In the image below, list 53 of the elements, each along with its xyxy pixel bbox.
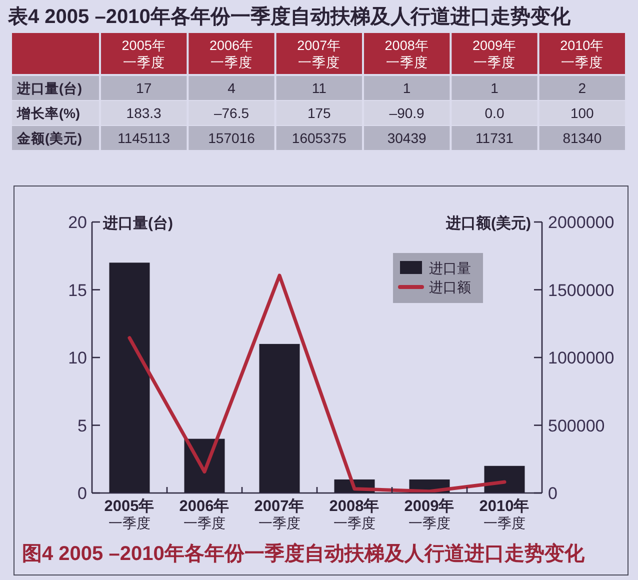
y-axis-title: 进口量(台) <box>102 215 173 232</box>
row-label: 金额(美元) <box>17 131 82 146</box>
x-tick-label: 2006年一季度 <box>179 497 230 531</box>
cell-label: 1 <box>402 80 411 96</box>
x-tick-label: 2008年一季度 <box>329 497 380 531</box>
y2-tick-label: 500000 <box>548 416 605 436</box>
y-tick-label: 20 <box>68 213 87 232</box>
row-label: 进口量(台) <box>17 81 82 96</box>
cell-label: 30439 <box>387 130 426 146</box>
y-tick-label: 15 <box>68 280 87 300</box>
cell-label: –76.5 <box>214 105 250 121</box>
x-tick-label: 2009年一季度 <box>404 497 455 531</box>
column-label: 2009年一季度 <box>472 38 517 70</box>
cell-label: 0.0 <box>484 105 504 121</box>
cell-label: 4 <box>228 80 236 96</box>
column-label: 2008年一季度 <box>384 38 429 70</box>
y2-tick-label: 1500000 <box>548 280 614 300</box>
row-label: 增长率(%) <box>17 106 80 121</box>
cell-label: 183.3 <box>126 105 162 121</box>
column-label: 2006年一季度 <box>209 38 254 70</box>
cell-label: 11731 <box>476 130 514 146</box>
column-label: 2005年一季度 <box>122 38 166 70</box>
cell-label: 2 <box>578 80 586 96</box>
y2-axis-title: 进口额(美元) <box>445 214 531 232</box>
legend-label: 进口额 <box>429 279 471 295</box>
bar <box>109 262 150 493</box>
y-tick-label: 0 <box>78 484 87 503</box>
cell-label: 157016 <box>208 130 255 146</box>
x-tick-label: 2005年一季度 <box>104 497 155 531</box>
cell-label: 81340 <box>562 130 602 146</box>
y2-tick-label: 0 <box>548 484 558 503</box>
chart-title: 表4 2005 –2010年各年份一季度自动扶梯及人行道进口走势变化 <box>7 5 572 28</box>
cell-label: 100 <box>570 105 594 121</box>
x-tick-label: 2010年一季度 <box>479 497 530 531</box>
cell-label: 17 <box>136 80 152 96</box>
cell-label: –90.9 <box>389 105 424 121</box>
line-series <box>128 274 506 494</box>
cell-label: 1145113 <box>118 130 170 146</box>
bar <box>259 344 300 493</box>
bar <box>484 466 525 493</box>
cell-label: 11 <box>312 80 326 96</box>
cell-label: 175 <box>307 105 331 121</box>
x-tick-label: 2007年一季度 <box>254 497 305 531</box>
y2-tick-label: 2000000 <box>548 213 614 232</box>
cell-label: 1 <box>490 80 498 96</box>
text: 图4 2005 –2010年各年份一季度自动扶梯及人行道进口走势变化 <box>22 542 586 565</box>
column-label: 2010年一季度 <box>560 38 604 70</box>
cell-label: 1605375 <box>292 130 346 146</box>
y-tick-label: 5 <box>78 416 87 436</box>
column-label: 2007年一季度 <box>297 38 342 70</box>
legend-label: 进口量 <box>429 260 471 276</box>
y2-tick-label: 1000000 <box>548 348 614 368</box>
y-tick-label: 10 <box>68 348 87 368</box>
